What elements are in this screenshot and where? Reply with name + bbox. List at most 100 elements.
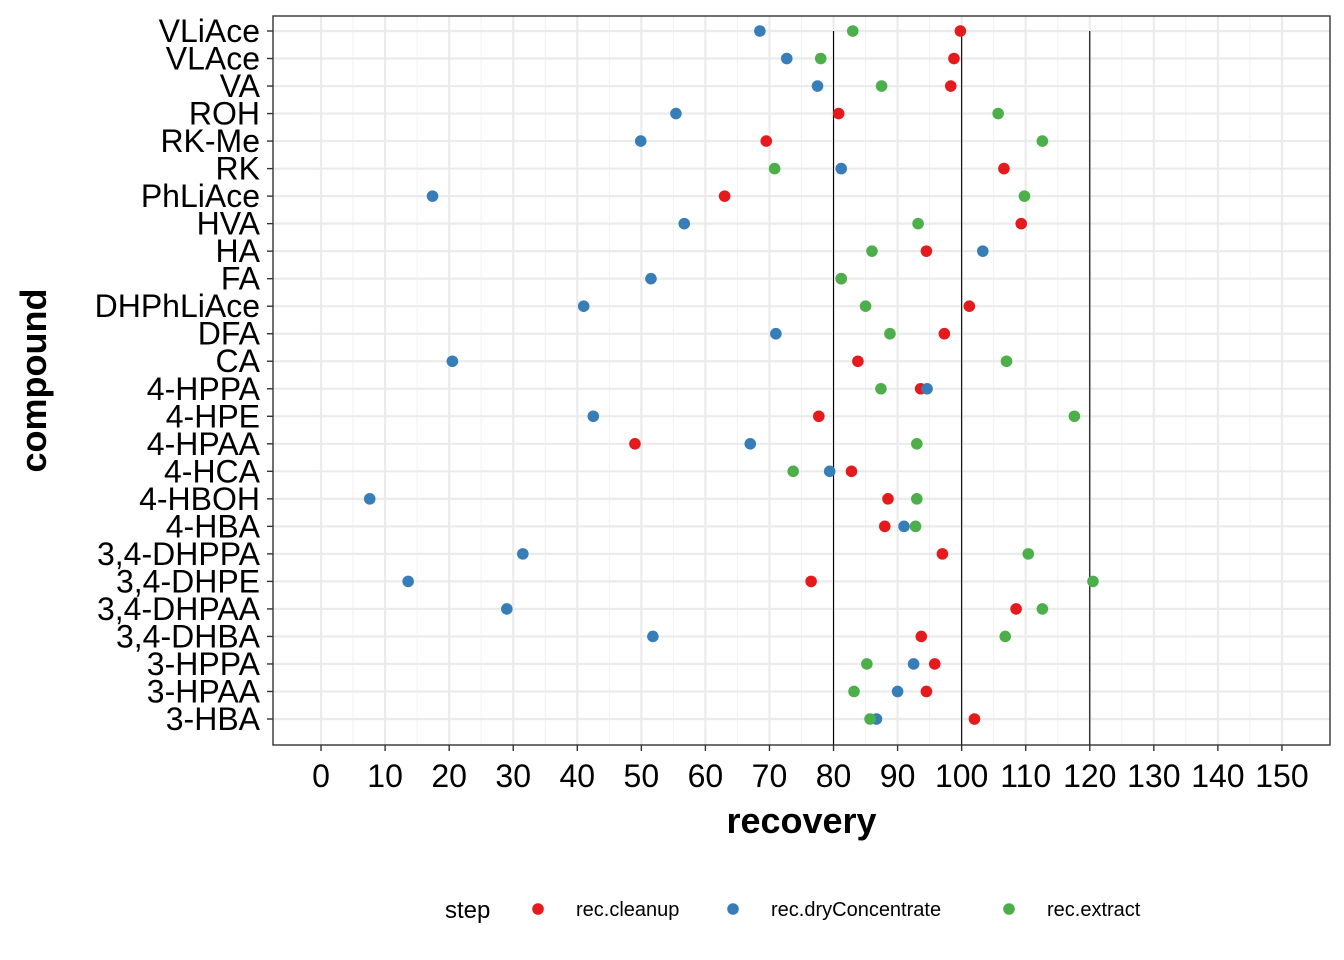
y-tick-label: HA [216,233,261,269]
data-point-rec-cleanup [805,575,817,588]
x-axis: 0 10 20 30 40 50 60 70 80 90 100 110 120 130 140 150 [312,745,1309,794]
data-point-rec-dryConcentrate [402,575,414,588]
data-point-rec-cleanup [936,548,949,560]
data-point-rec-cleanup [948,52,960,65]
data-point-rec-extract [911,493,923,505]
y-tick-label: 3,4-DHPPA [97,536,261,572]
x-tick-label: 120 [1063,758,1116,794]
data-point-rec-dryConcentrate [517,548,529,560]
data-point-rec-extract [1036,135,1049,147]
x-tick-label: 40 [559,758,595,794]
data-point-rec-cleanup [928,658,941,670]
y-tick-label: 3-HPPA [147,646,261,682]
data-point-rec-extract [814,52,827,65]
data-point-rec-cleanup [920,245,933,257]
data-point-rec-dryConcentrate [976,245,989,257]
data-point-rec-extract [848,685,860,698]
data-point-rec-dryConcentrate [446,355,459,368]
y-tick-label: 3-HBA [166,701,261,737]
y-tick-label: 4-HPAA [147,426,261,462]
data-point-rec-dryConcentrate [907,658,920,670]
x-tick-label: 150 [1255,758,1308,794]
data-point-rec-extract [992,107,1004,120]
data-point-rec-dryConcentrate [823,465,836,478]
data-point-rec-dryConcentrate [363,493,376,505]
data-point-rec-dryConcentrate [811,80,824,92]
x-axis-title: recovery [726,800,876,841]
data-point-rec-cleanup [878,520,891,533]
y-tick-label: CA [216,343,261,379]
y-tick-label: VLAce [166,41,260,77]
y-tick-label: FA [221,261,261,297]
data-point-rec-dryConcentrate [426,190,439,202]
data-point-rec-extract [911,438,923,450]
data-point-rec-extract [1036,603,1049,615]
y-tick-label: DHPhLiAce [95,288,260,324]
data-point-rec-cleanup [832,107,845,120]
y-axis: 3-HBA3-HPAA3-HPPA3,4-DHBA3,4-DHPAA3,4-DH… [95,13,273,737]
data-point-rec-dryConcentrate [754,25,766,37]
reference-lines [832,31,1091,745]
legend: step rec.cleanup rec.dryConcentrate rec.ex… [445,897,1141,924]
y-tick-label: 4-HBA [166,508,261,544]
data-point-rec-cleanup [852,355,864,368]
y-tick-label: 4-HPPA [147,371,261,407]
data-point-rec-extract [1000,355,1013,368]
data-point-rec-extract [768,162,781,175]
data-point-rec-extract [859,300,872,313]
y-tick-label: ROH [189,96,260,132]
legend-key-rec-extract [1003,903,1015,915]
y-tick-label: PhLiAce [141,178,260,214]
legend-label: rec.dryConcentrate [771,899,941,921]
data-point-rec-dryConcentrate [577,300,590,313]
data-point-rec-dryConcentrate [678,217,691,230]
legend-label: rec.extract [1047,899,1141,921]
data-point-rec-extract [1068,410,1081,423]
data-point-rec-extract [912,217,924,230]
data-point-rec-extract [909,520,922,533]
data-point-rec-dryConcentrate [634,135,647,147]
x-tick-label: 130 [1127,758,1180,794]
y-tick-label: VLiAce [159,13,260,49]
data-point-rec-dryConcentrate [898,520,910,533]
data-point-rec-dryConcentrate [780,52,793,65]
x-tick-label: 140 [1191,758,1244,794]
data-point-rec-extract [861,658,873,670]
y-tick-label: 3,4-DHPAA [97,591,261,627]
data-point-rec-cleanup [963,300,976,313]
x-tick-label: 50 [624,758,660,794]
y-tick-label: 3,4-DHPE [116,563,260,599]
data-point-rec-cleanup [915,630,928,643]
minor-gridlines [352,16,1251,745]
data-point-rec-dryConcentrate [744,438,757,450]
data-point-rec-cleanup [998,162,1010,175]
data-point-rec-cleanup [1015,217,1028,230]
data-point-rec-cleanup [718,190,731,202]
y-tick-label: RK [216,151,260,187]
data-point-rec-cleanup [812,410,825,423]
data-point-rec-dryConcentrate [647,630,659,643]
data-point-rec-dryConcentrate [645,272,657,285]
data-point-rec-cleanup [938,327,951,340]
y-tick-label: HVA [197,206,261,242]
data-point-rec-cleanup [760,135,773,147]
x-tick-label: 30 [495,758,531,794]
x-tick-label: 110 [1000,758,1051,794]
y-tick-label: 4-HPE [166,398,260,434]
data-point-rec-extract [875,80,888,92]
data-point-rec-cleanup [629,438,641,450]
y-tick-label: 4-HBOH [139,481,260,517]
legend-key-rec-dryConcentrate [727,903,739,915]
data-point-rec-cleanup [1010,603,1022,615]
x-tick-label: 90 [880,758,916,794]
data-point-rec-cleanup [920,685,933,698]
data-point-rec-extract [866,245,878,257]
data-point-rec-extract [864,713,876,725]
data-point-rec-cleanup [845,465,858,478]
data-point-rec-extract [787,465,799,478]
data-point-rec-extract [1022,548,1035,560]
data-point-rec-dryConcentrate [670,107,682,120]
data-points [363,25,1099,725]
